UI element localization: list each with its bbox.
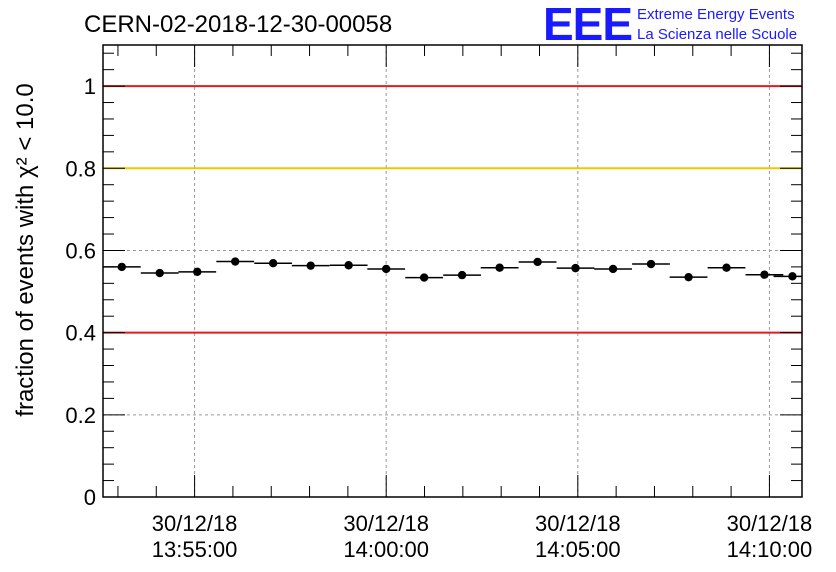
y-tick-label: 0 xyxy=(84,485,96,510)
data-point xyxy=(344,261,353,270)
y-axis-title: fraction of events with χ² < 10.0 xyxy=(12,83,39,416)
data-point xyxy=(571,263,580,273)
y-tick-label: 0.8 xyxy=(65,156,96,181)
x-tick-label-date: 30/12/18 xyxy=(535,511,621,536)
data-point xyxy=(760,270,769,279)
x-tick-label-time: 13:55:00 xyxy=(152,537,238,562)
x-tick-label-time: 14:00:00 xyxy=(343,537,429,562)
x-tick-label-time: 14:05:00 xyxy=(535,537,621,562)
data-point xyxy=(533,257,542,267)
data-point xyxy=(306,261,315,270)
data-point xyxy=(608,264,618,274)
data-point xyxy=(646,259,656,269)
plot-frame xyxy=(102,44,803,498)
chart-title: CERN-02-2018-12-30-00058 xyxy=(84,11,392,38)
data-point xyxy=(722,263,731,272)
data-point xyxy=(382,264,391,274)
logo-line-1: Extreme Energy Events xyxy=(637,6,795,23)
y-tick-label: 1 xyxy=(84,74,96,99)
logo-line-2: La Scienza nelle Scuole xyxy=(637,26,797,43)
data-point xyxy=(495,263,504,272)
data-point xyxy=(788,272,797,281)
data-point xyxy=(419,273,429,282)
x-tick-label-date: 30/12/18 xyxy=(152,511,238,536)
data-point xyxy=(268,258,278,268)
reference-lines xyxy=(103,85,802,334)
y-tick-label: 0.2 xyxy=(65,403,96,428)
x-tick-label-date: 30/12/18 xyxy=(727,511,813,536)
data-point xyxy=(684,272,693,282)
x-tick-label-time: 14:10:00 xyxy=(727,537,813,562)
data-point xyxy=(457,270,467,280)
x-tick-label-date: 30/12/18 xyxy=(343,511,429,536)
y-tick-label: 0.4 xyxy=(65,321,96,346)
y-tick-label: 0.6 xyxy=(65,238,96,263)
data-series xyxy=(103,257,802,282)
grid xyxy=(103,45,802,497)
logo-mark: EEE xyxy=(543,0,632,50)
data-point xyxy=(231,257,240,266)
data-point xyxy=(155,268,164,278)
axis-labels: 00.20.40.60.8130/12/1813:55:0030/12/1814… xyxy=(65,74,812,562)
data-point xyxy=(117,262,126,272)
axis-ticks xyxy=(103,45,802,498)
data-point xyxy=(193,267,202,277)
